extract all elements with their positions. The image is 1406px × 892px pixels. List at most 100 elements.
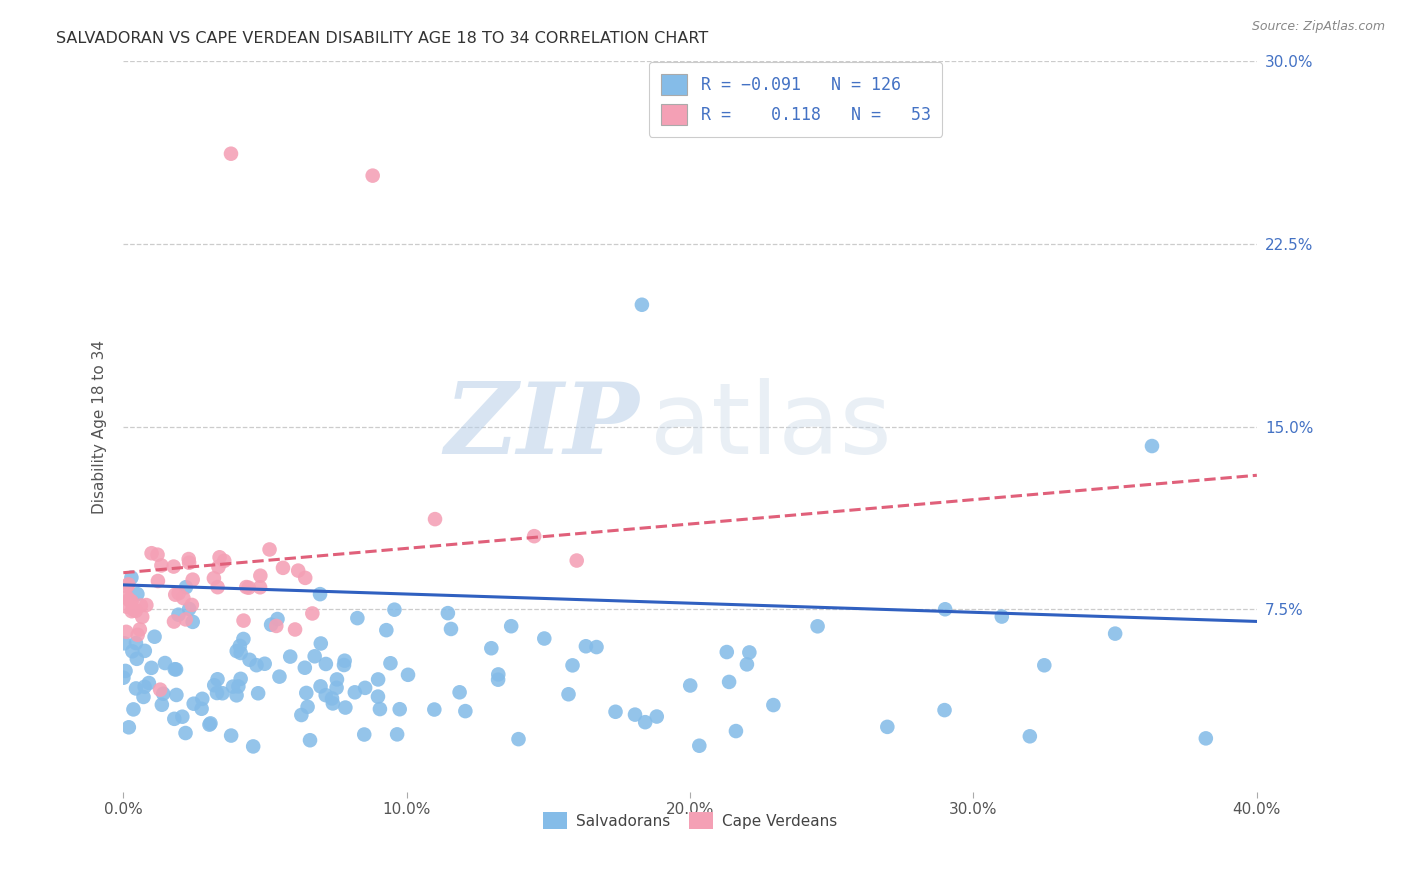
Point [294,661,316,675]
Point [125,681,148,696]
Point [121,644,143,658]
Point [934,602,956,616]
Point [1018,729,1040,743]
Point [150,558,173,573]
Point [115,624,138,639]
Point [253,657,276,671]
Point [245,658,267,673]
Point [127,587,149,601]
Point [115,590,138,604]
Point [380,657,402,671]
Point [122,702,145,716]
Point [605,705,627,719]
Point [315,657,337,671]
Point [333,658,356,673]
Point [501,619,523,633]
Point [454,704,477,718]
Point [200,716,222,731]
Point [238,653,260,667]
Point [228,680,250,694]
Text: atlas: atlas [651,378,891,475]
Point [163,712,186,726]
Point [508,732,530,747]
Point [191,691,214,706]
Point [278,649,301,664]
Point [134,644,156,658]
Point [631,298,654,312]
Point [177,552,200,566]
Point [249,568,271,582]
Point [131,610,153,624]
Point [449,685,471,699]
Point [207,580,229,594]
Point [112,671,135,685]
Point [423,702,446,716]
Point [232,632,254,646]
Point [152,687,174,701]
Point [235,580,257,594]
Point [716,645,738,659]
Point [205,686,228,700]
Point [367,673,389,687]
Point [146,548,169,562]
Point [149,682,172,697]
Text: SALVADORAN VS CAPE VERDEAN DISABILITY AGE 18 TO 34 CORRELATION CHART: SALVADORAN VS CAPE VERDEAN DISABILITY AG… [56,31,709,46]
Point [120,571,142,585]
Point [125,652,148,666]
Point [115,579,138,593]
Point [294,571,316,585]
Point [180,598,202,612]
Point [557,687,579,701]
Point [523,529,546,543]
Point [309,636,332,650]
Point [174,612,197,626]
Point [343,685,366,699]
Point [247,686,270,700]
Point [934,703,956,717]
Point [321,691,343,706]
Point [153,656,176,670]
Point [229,672,252,686]
Point [118,593,141,607]
Point [301,607,323,621]
Point [167,586,190,600]
Point [141,661,163,675]
Point [486,667,509,681]
Point [118,720,141,734]
Point [118,592,141,607]
Point [266,612,288,626]
Point [688,739,710,753]
Point [138,676,160,690]
Point [807,619,830,633]
Point [346,611,368,625]
Point [309,587,332,601]
Point [738,645,761,659]
Point [225,644,247,658]
Point [264,619,287,633]
Point [115,599,138,614]
Point [202,678,225,692]
Point [174,580,197,594]
Point [297,699,319,714]
Point [486,673,509,687]
Point [132,690,155,704]
Point [353,727,375,741]
Point [190,702,212,716]
Point [163,559,186,574]
Point [222,680,245,694]
Point [122,602,145,616]
Point [634,715,657,730]
Point [163,615,186,629]
Point [212,554,235,568]
Point [1033,658,1056,673]
Point [396,668,419,682]
Point [198,717,221,731]
Point [135,598,157,612]
Point [368,702,391,716]
Point [167,607,190,622]
Point [134,680,156,694]
Point [172,709,194,723]
Point [181,573,204,587]
Point [163,662,186,676]
Point [315,688,337,702]
